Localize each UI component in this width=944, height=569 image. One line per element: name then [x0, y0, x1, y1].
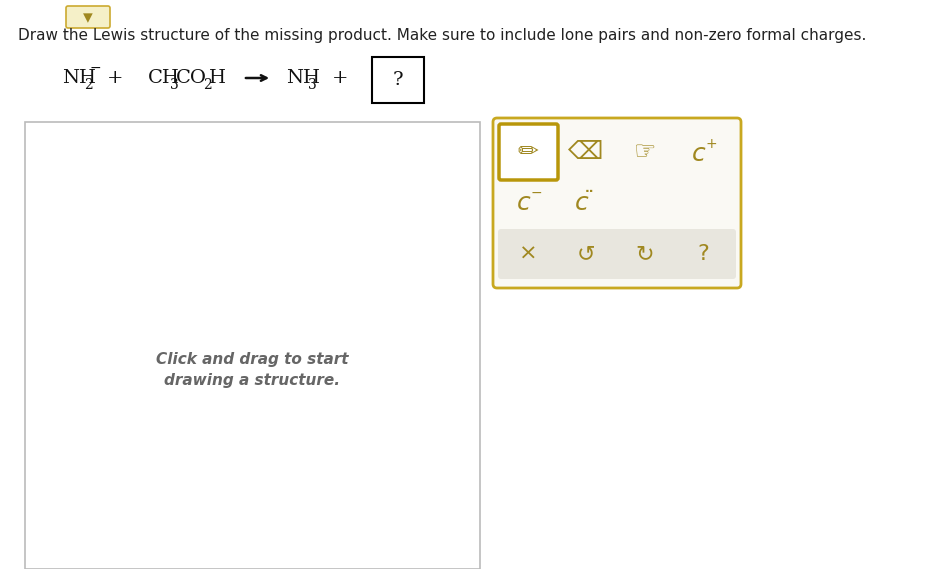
Text: c: c [691, 142, 705, 166]
Text: ··: ·· [583, 184, 593, 197]
FancyBboxPatch shape [493, 118, 740, 288]
Text: ?: ? [697, 244, 708, 264]
Text: ✏: ✏ [517, 140, 538, 164]
Text: ↺: ↺ [576, 244, 595, 264]
Text: c: c [575, 191, 588, 215]
Text: 3: 3 [308, 78, 316, 92]
FancyBboxPatch shape [498, 124, 557, 180]
Text: Draw the Lewis structure of the missing product. Make sure to include lone pairs: Draw the Lewis structure of the missing … [18, 27, 866, 43]
Text: 2: 2 [203, 78, 211, 92]
Text: H: H [209, 69, 226, 87]
Text: ?: ? [393, 71, 403, 89]
Text: c: c [516, 191, 531, 215]
Text: 3: 3 [170, 78, 178, 92]
Text: −: − [90, 61, 102, 75]
Text: +: + [107, 69, 123, 87]
Text: ▾: ▾ [83, 9, 93, 27]
Text: +: + [704, 137, 716, 151]
Text: 2: 2 [84, 78, 93, 92]
Text: ☞: ☞ [633, 140, 655, 164]
Text: CH: CH [148, 69, 179, 87]
FancyBboxPatch shape [497, 229, 735, 279]
Text: −: − [530, 186, 541, 200]
Text: NH: NH [62, 69, 96, 87]
Text: NH: NH [286, 69, 320, 87]
Bar [25, 122, 480, 569]
Text: CO: CO [176, 69, 207, 87]
Text: +: + [331, 69, 348, 87]
Bar [372, 57, 424, 103]
Text: ↻: ↻ [635, 244, 653, 264]
FancyBboxPatch shape [66, 6, 110, 28]
Text: ×: × [518, 244, 537, 264]
Text: ⌫: ⌫ [567, 140, 603, 164]
Text: Click and drag to start
drawing a structure.: Click and drag to start drawing a struct… [156, 352, 348, 388]
